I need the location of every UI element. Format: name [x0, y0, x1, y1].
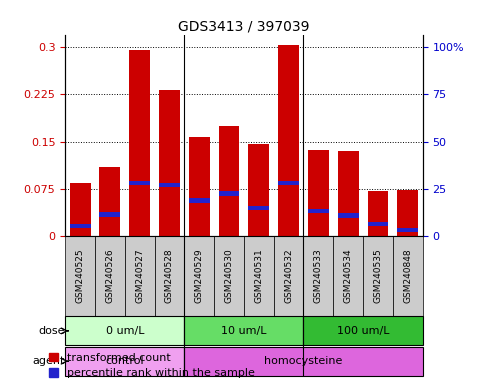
- Text: GSM240529: GSM240529: [195, 249, 204, 303]
- Bar: [338, 214, 358, 218]
- Bar: [338, 151, 358, 237]
- Bar: [95, 237, 125, 316]
- Text: GSM240532: GSM240532: [284, 249, 293, 303]
- Bar: [189, 137, 210, 237]
- Bar: [398, 190, 418, 237]
- Text: agent: agent: [33, 356, 65, 366]
- Text: 100 um/L: 100 um/L: [337, 326, 389, 336]
- Bar: [129, 50, 150, 237]
- Bar: [185, 237, 214, 316]
- Bar: [398, 228, 418, 232]
- Bar: [70, 223, 90, 228]
- Text: dose: dose: [39, 326, 65, 336]
- Text: GSM240525: GSM240525: [76, 249, 85, 303]
- Bar: [219, 191, 240, 196]
- Text: 0 um/L: 0 um/L: [105, 326, 144, 336]
- Text: GSM240535: GSM240535: [373, 249, 383, 303]
- Text: control: control: [105, 356, 144, 366]
- Text: GSM240848: GSM240848: [403, 249, 412, 303]
- Bar: [99, 212, 120, 217]
- Bar: [159, 182, 180, 187]
- Bar: [125, 237, 155, 316]
- Bar: [248, 206, 269, 210]
- Bar: [65, 316, 185, 346]
- Bar: [308, 209, 329, 214]
- Bar: [99, 167, 120, 237]
- Bar: [185, 316, 303, 346]
- Bar: [278, 180, 299, 185]
- Text: 10 um/L: 10 um/L: [221, 326, 267, 336]
- Text: GSM240531: GSM240531: [255, 249, 263, 303]
- Bar: [368, 191, 388, 237]
- Bar: [159, 90, 180, 237]
- Bar: [274, 237, 303, 316]
- Bar: [363, 237, 393, 316]
- Text: GSM240530: GSM240530: [225, 249, 233, 303]
- Bar: [393, 237, 423, 316]
- Bar: [155, 237, 185, 316]
- Bar: [368, 222, 388, 226]
- Bar: [303, 237, 333, 316]
- Bar: [278, 45, 299, 237]
- Bar: [70, 183, 90, 237]
- Text: GSM240528: GSM240528: [165, 249, 174, 303]
- Bar: [185, 347, 423, 376]
- Text: homocysteine: homocysteine: [264, 356, 342, 366]
- Bar: [333, 237, 363, 316]
- Legend: transformed count, percentile rank within the sample: transformed count, percentile rank withi…: [49, 353, 255, 379]
- Bar: [303, 316, 423, 346]
- Title: GDS3413 / 397039: GDS3413 / 397039: [178, 20, 310, 33]
- Bar: [219, 126, 240, 237]
- Text: GSM240533: GSM240533: [314, 249, 323, 303]
- Text: GSM240527: GSM240527: [135, 249, 144, 303]
- Bar: [214, 237, 244, 316]
- Bar: [129, 180, 150, 185]
- Text: GSM240534: GSM240534: [344, 249, 353, 303]
- Text: GSM240526: GSM240526: [105, 249, 114, 303]
- Bar: [248, 144, 269, 237]
- Bar: [65, 347, 185, 376]
- Bar: [308, 150, 329, 237]
- Bar: [244, 237, 274, 316]
- Bar: [189, 198, 210, 203]
- Bar: [65, 237, 95, 316]
